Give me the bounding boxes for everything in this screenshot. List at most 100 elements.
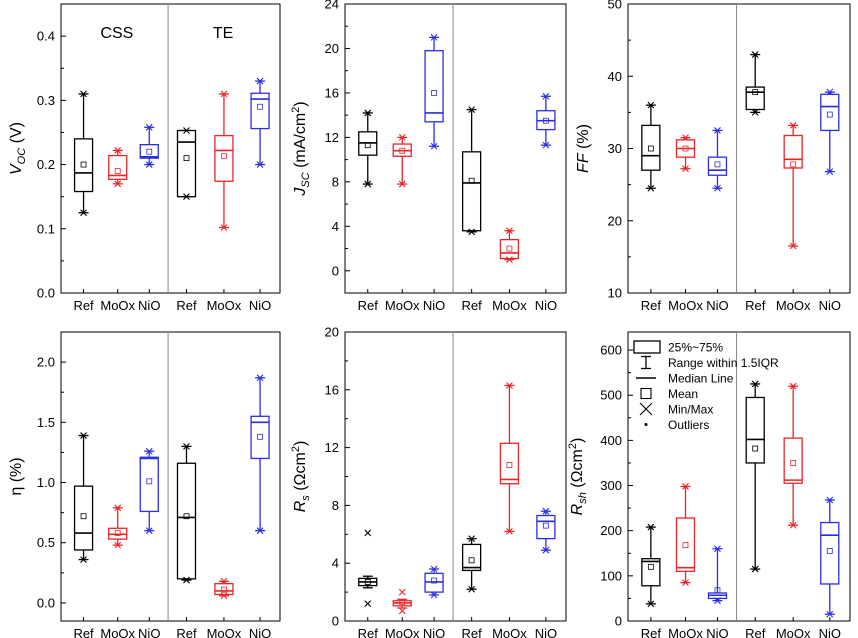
y-tick-label: 0	[615, 614, 622, 629]
x-category-label: Ref	[641, 298, 662, 313]
mean-marker	[183, 513, 190, 520]
y-tick-label: 20	[325, 41, 339, 56]
mean-marker	[790, 161, 797, 168]
min-marker	[80, 556, 87, 563]
min-marker	[468, 228, 476, 236]
box-nio	[139, 447, 159, 535]
min-marker	[114, 541, 122, 549]
y-tick-label: 0	[332, 263, 339, 278]
y-tick-label: 20	[608, 213, 622, 228]
box-ref	[641, 101, 661, 192]
x-category-label: Ref	[73, 298, 94, 313]
x-category-label: NiO	[706, 298, 728, 313]
box-ref	[461, 535, 482, 593]
x-category-label: Ref	[641, 626, 662, 638]
y-tick-label: 12	[325, 440, 339, 455]
legend-label: Min/Max	[668, 403, 713, 417]
iqr-box	[783, 134, 803, 169]
y-tick-label: 0.3	[37, 93, 55, 108]
min-marker	[145, 527, 153, 535]
plot-frame	[627, 3, 851, 294]
y-axis-label: Rs (Ωcm2)	[290, 441, 312, 513]
y-tick-label: 8	[332, 498, 339, 513]
max-marker	[364, 109, 372, 117]
y-tick-label: 1.0	[37, 475, 55, 490]
legend: 25%~75%Range within 1.5IQR Median LineMea…	[633, 340, 779, 432]
min-marker	[542, 546, 550, 554]
x-category-label: MoOx	[668, 626, 703, 638]
plot-frame	[344, 331, 567, 622]
iqr-box	[499, 238, 520, 260]
y-tick-label: 200	[600, 523, 622, 538]
min-marker	[183, 576, 190, 584]
max-marker	[430, 33, 438, 41]
min-marker	[826, 168, 834, 176]
plot-frame	[627, 331, 851, 622]
min-marker	[682, 579, 689, 587]
min-marker	[430, 142, 438, 150]
y-tick-label: 16	[325, 382, 339, 397]
y-axis-label: Rsh (Ωcm2)	[567, 438, 589, 516]
y-tick-label: 0.4	[37, 29, 55, 44]
y-tick-label: 0.5	[37, 535, 55, 550]
iqr-box	[139, 143, 159, 159]
group-label: CSS	[100, 25, 133, 42]
max-marker	[542, 507, 550, 515]
x-category-label: MoOx	[776, 626, 811, 638]
box-nio	[424, 33, 444, 150]
x-category-label: NiO	[819, 298, 841, 313]
y-tick-label: 0.0	[37, 595, 55, 610]
max-marker	[789, 382, 797, 390]
box-moox	[675, 134, 696, 173]
mean-marker	[221, 153, 227, 160]
y-tick-label: 24	[325, 0, 339, 12]
max-marker	[256, 374, 264, 382]
y-tick-label: 500	[600, 388, 622, 403]
iqr-box	[641, 558, 661, 587]
iqr-box	[424, 50, 444, 123]
x-category-label: MoOx	[207, 626, 242, 638]
max-marker	[751, 380, 759, 388]
plot-frame	[60, 3, 281, 294]
y-tick-label: 16	[325, 85, 339, 100]
box-moox	[214, 577, 234, 600]
mean-marker	[80, 513, 87, 520]
legend-item-outlier: Outliers	[644, 418, 709, 432]
mean-marker	[647, 145, 654, 152]
max-marker	[682, 483, 689, 490]
mean-marker	[682, 542, 689, 549]
box-nio	[707, 127, 728, 192]
mean-marker	[80, 161, 87, 168]
min-marker	[682, 165, 689, 173]
iqr-box	[499, 442, 520, 485]
x-category-label: NiO	[819, 626, 841, 638]
legend-label: Range within 1.5IQR	[668, 356, 779, 370]
min-marker	[220, 592, 228, 600]
box-moox	[783, 382, 803, 529]
max-marker	[506, 382, 513, 389]
max-marker	[647, 101, 655, 109]
max-marker	[506, 227, 513, 235]
x-category-label: NiO	[249, 626, 271, 638]
mean-marker	[431, 90, 437, 96]
y-axis-label: η (%)	[8, 457, 25, 495]
max-marker	[220, 577, 228, 585]
mean-marker	[257, 433, 263, 440]
x-category-label: Ref	[745, 298, 766, 313]
mean-marker	[364, 142, 371, 149]
legend-label: 25%~75%	[668, 341, 723, 355]
box-moox	[675, 483, 696, 587]
x-category-label: NiO	[249, 298, 271, 313]
y-axis-label: FF (%)	[575, 124, 592, 173]
legend-item-mean: Mean	[640, 387, 698, 401]
max-marker	[114, 147, 122, 154]
max-marker	[468, 535, 476, 543]
max-marker	[80, 90, 87, 98]
min-marker	[751, 108, 759, 116]
min-marker	[714, 597, 721, 605]
iqr-box	[73, 138, 94, 193]
mean-marker	[826, 548, 833, 554]
y-tick-label: 2.0	[37, 355, 55, 370]
mean-marker	[114, 168, 121, 174]
